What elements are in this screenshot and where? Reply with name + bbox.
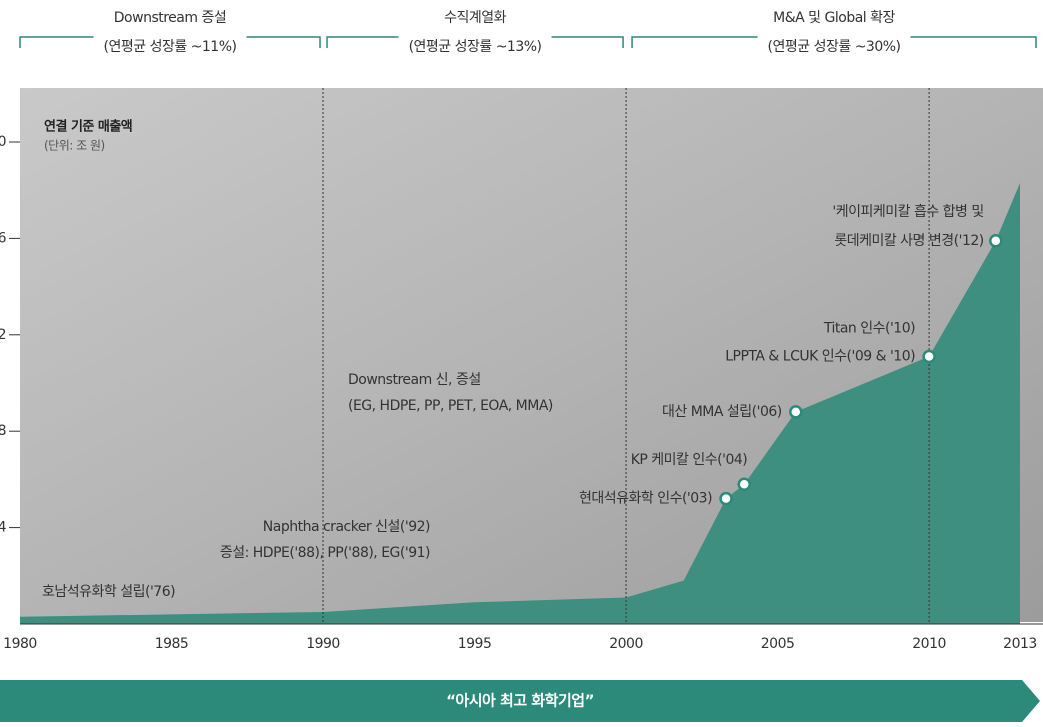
phase-title: Downstream 증설 <box>114 10 226 26</box>
milestone-label: 롯데케미칼 사명 변경('12) <box>834 233 983 249</box>
phase-bracket <box>631 36 1037 48</box>
y-axis-title: 연결 기준 매출액 <box>44 119 132 135</box>
phase-title: 수직계열화 <box>444 10 507 26</box>
y-axis-unit: (단위: 조 원) <box>44 139 105 153</box>
x-tick-label: 1985 <box>155 636 189 652</box>
milestone-label: '케이피케미칼 흡수 합병 및 <box>832 204 983 220</box>
note-label: Naphtha cracker 신설('92) <box>263 519 430 535</box>
phase-subtitle: (연평균 성장률 ~11%) <box>104 39 237 55</box>
y-tick-label: 4 <box>0 520 7 536</box>
milestone-label: LPPTA & LCUK 인수('09 & '10) <box>725 348 915 364</box>
note-label: Downstream 신, 증설 <box>348 372 481 388</box>
phase-subtitle: (연평균 성장률 ~30%) <box>768 39 901 55</box>
banner-text: “아시아 최고 화학기업” <box>446 692 594 710</box>
note-label: 증설: HDPE('88), PP('88), EG('91) <box>220 545 430 561</box>
milestone-marker <box>922 349 936 364</box>
milestone-label: 대산 MMA 설립('06) <box>662 404 782 420</box>
x-tick-label: 1990 <box>306 636 340 652</box>
milestone-marker <box>737 477 751 491</box>
y-tick-label: 16 <box>0 230 7 246</box>
milestone-label: KP 케미칼 인수('04) <box>631 452 748 468</box>
x-tick-label: 2010 <box>912 636 946 652</box>
phase-bracket <box>326 36 624 48</box>
x-tick-label: 2000 <box>609 636 643 652</box>
note-label: 호남석유화학 설립('76) <box>42 584 175 600</box>
milestone-marker <box>789 405 803 419</box>
x-tick-label: 1995 <box>458 636 492 652</box>
x-tick-label: 2005 <box>761 636 795 652</box>
y-tick-label: 12 <box>0 327 6 343</box>
x-tick-label: 2013 <box>1003 636 1037 652</box>
phase-title: M&A 및 Global 확장 <box>773 10 895 26</box>
x-tick-label: 1980 <box>3 636 37 652</box>
area <box>20 182 1020 624</box>
milestone-marker <box>989 234 1003 248</box>
y-tick-label: 20 <box>0 134 6 150</box>
phase-subtitle: (연평균 성장률 ~13%) <box>409 39 542 55</box>
milestone-marker <box>719 491 733 506</box>
milestone-label: 현대석유화학 인수('03) <box>579 491 712 507</box>
phase-bracket <box>19 36 321 48</box>
banner <box>0 680 1040 722</box>
y-tick-label: 8 <box>0 423 6 439</box>
milestone-label: Titan 인수('10) <box>823 320 915 336</box>
note-label: (EG, HDPE, PP, PET, EOA, MMA) <box>348 398 553 414</box>
